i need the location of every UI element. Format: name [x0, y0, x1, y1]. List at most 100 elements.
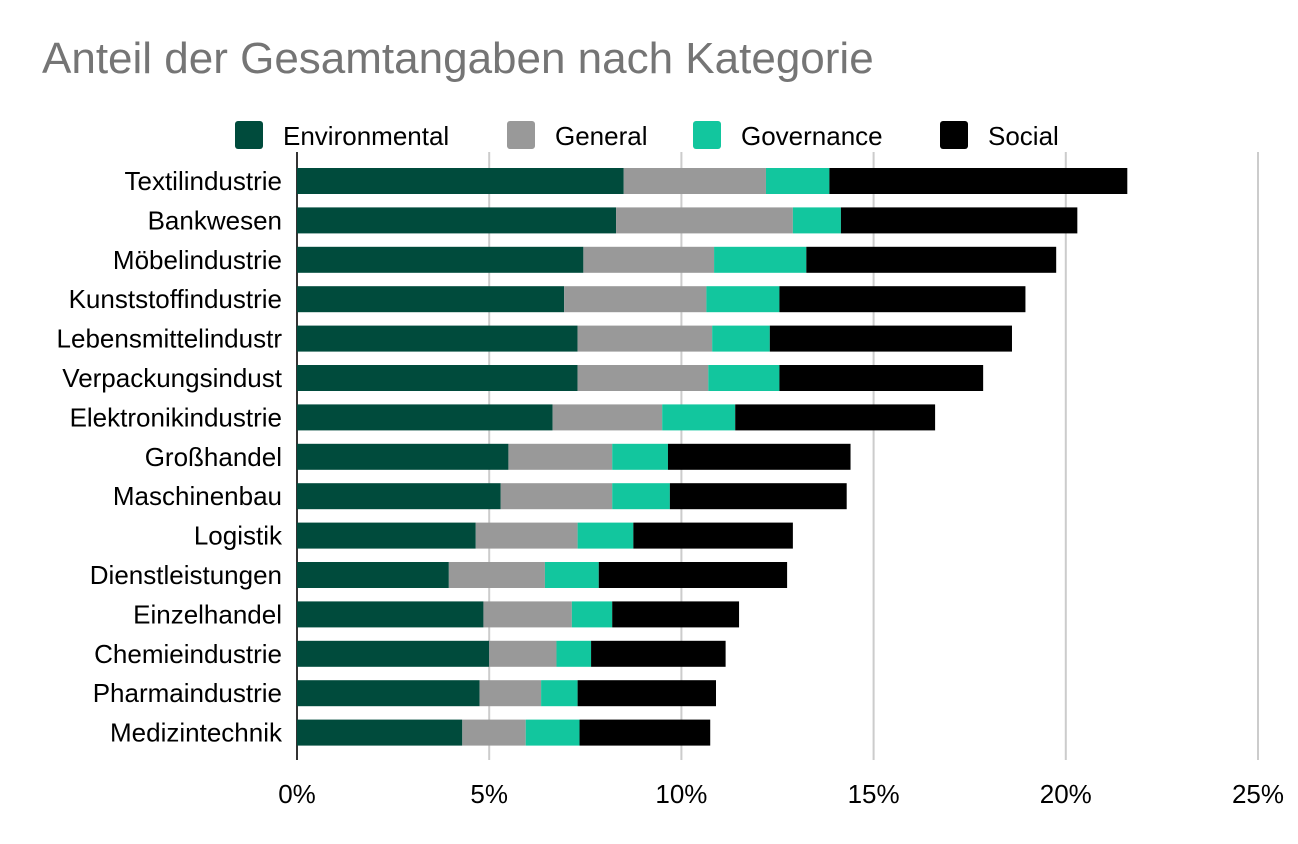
bar-segment-general: [483, 601, 572, 628]
legend-swatch: [940, 121, 968, 149]
bar-segment-social: [612, 601, 740, 628]
bar-segment-social: [669, 483, 847, 510]
x-tick-label: 25%: [1232, 779, 1284, 809]
bar-segment-governance: [708, 365, 780, 391]
bar-segment-environmental: [297, 640, 490, 667]
bar-segment-general: [577, 365, 709, 391]
legend-item-general: General: [507, 121, 648, 151]
bar-segment-general: [489, 640, 557, 667]
bar-segment-governance: [577, 522, 634, 549]
bar-segment-environmental: [297, 286, 565, 313]
bar-segment-environmental: [297, 404, 553, 431]
x-tick-label: 5%: [470, 779, 508, 809]
x-tick-label: 20%: [1040, 779, 1092, 809]
bar-segment-environmental: [297, 443, 509, 470]
legend-label: Social: [988, 121, 1059, 151]
bar-segment-social: [779, 365, 984, 391]
bar-segment-social: [829, 168, 1128, 194]
bar-segment-governance: [712, 325, 770, 352]
bar-segment-environmental: [297, 246, 584, 273]
bar-segment-governance: [556, 640, 592, 667]
bar-segment-general: [479, 680, 542, 707]
x-tick-label: 0%: [278, 779, 316, 809]
bar-segment-governance: [765, 168, 830, 194]
category-label: Dienstleistungen: [90, 560, 282, 590]
bar-segment-general: [564, 286, 707, 313]
bar-segment-environmental: [297, 719, 463, 746]
bar-segment-environmental: [297, 207, 617, 234]
bar-segment-social: [579, 719, 711, 746]
bar-segment-social: [769, 325, 1012, 352]
bar-segment-environmental: [297, 325, 578, 352]
bar-segment-general: [623, 168, 766, 194]
bar-segment-environmental: [297, 601, 484, 628]
category-label: Chemieindustrie: [94, 639, 282, 669]
bar-segment-governance: [792, 207, 841, 234]
bar-segment-general: [500, 483, 613, 510]
bar-segment-social: [806, 246, 1057, 273]
bar-segment-governance: [525, 719, 580, 746]
x-tick-label: 10%: [655, 779, 707, 809]
legend-swatch: [235, 121, 263, 149]
bar-segment-social: [591, 640, 726, 667]
bar-segment-governance: [544, 562, 599, 588]
bar-segment-general: [475, 522, 578, 549]
bar-segment-governance: [612, 443, 668, 470]
bar-segment-governance: [662, 404, 736, 431]
bar-segment-general: [448, 562, 545, 588]
category-label: Lebensmittelindustr: [57, 324, 283, 354]
legend-label: Environmental: [283, 121, 449, 151]
bar-segment-social: [667, 443, 851, 470]
bar-segment-environmental: [297, 522, 476, 549]
bar-segment-environmental: [297, 562, 449, 588]
bar-segment-governance: [706, 286, 780, 313]
category-label: Medizintechnik: [110, 718, 283, 748]
category-label: Elektronikindustrie: [70, 402, 282, 432]
bar-segment-social: [735, 404, 936, 431]
legend-swatch: [693, 121, 721, 149]
bar-segment-governance: [571, 601, 613, 628]
legend-label: Governance: [741, 121, 883, 151]
legend: Environmental General Governance Social: [235, 121, 1059, 151]
category-label: Einzelhandel: [133, 599, 282, 629]
bar-segment-social: [840, 207, 1078, 234]
bar-segment-social: [633, 522, 793, 549]
bar-segment-environmental: [297, 483, 501, 510]
legend-item-environmental: Environmental: [235, 121, 449, 151]
bar-segment-social: [598, 562, 788, 588]
category-label: Großhandel: [145, 442, 282, 472]
bar-segment-environmental: [297, 168, 624, 194]
category-label: Logistik: [194, 521, 283, 551]
bar-segment-governance: [541, 680, 578, 707]
x-tick-labels: 0% 5% 10% 15% 20% 25%: [278, 779, 1284, 809]
bar-segment-governance: [612, 483, 670, 510]
category-label: Textilindustrie: [124, 166, 282, 196]
bar-segment-general: [462, 719, 526, 746]
bar-segment-social: [577, 680, 716, 707]
bar-segment-governance: [714, 246, 807, 273]
legend-label: General: [555, 121, 648, 151]
bar-segment-general: [508, 443, 613, 470]
bar-segment-social: [779, 286, 1026, 313]
category-label: Pharmaindustrie: [93, 678, 282, 708]
category-labels: Textilindustrie Bankwesen Möbelindustrie Ku…: [57, 166, 283, 748]
category-label: Bankwesen: [148, 205, 282, 235]
bar-segment-general: [577, 325, 713, 352]
chart-title: Anteil der Gesamtangaben nach Kategorie: [42, 34, 874, 83]
bar-segment-general: [616, 207, 793, 234]
x-tick-label: 15%: [848, 779, 900, 809]
category-label: Kunststoffindustrie: [69, 284, 282, 314]
category-label: Maschinenbau: [113, 481, 282, 511]
bar-segment-general: [583, 246, 715, 273]
category-label: Möbelindustrie: [113, 245, 282, 275]
legend-swatch: [507, 121, 535, 149]
bar-marks: [297, 168, 1128, 746]
bar-segment-environmental: [297, 365, 578, 391]
bar-segment-general: [552, 404, 663, 431]
bar-segment-environmental: [297, 680, 480, 707]
legend-item-governance: Governance: [693, 121, 883, 151]
category-label: Verpackungsindust: [62, 363, 282, 393]
legend-item-social: Social: [940, 121, 1059, 151]
